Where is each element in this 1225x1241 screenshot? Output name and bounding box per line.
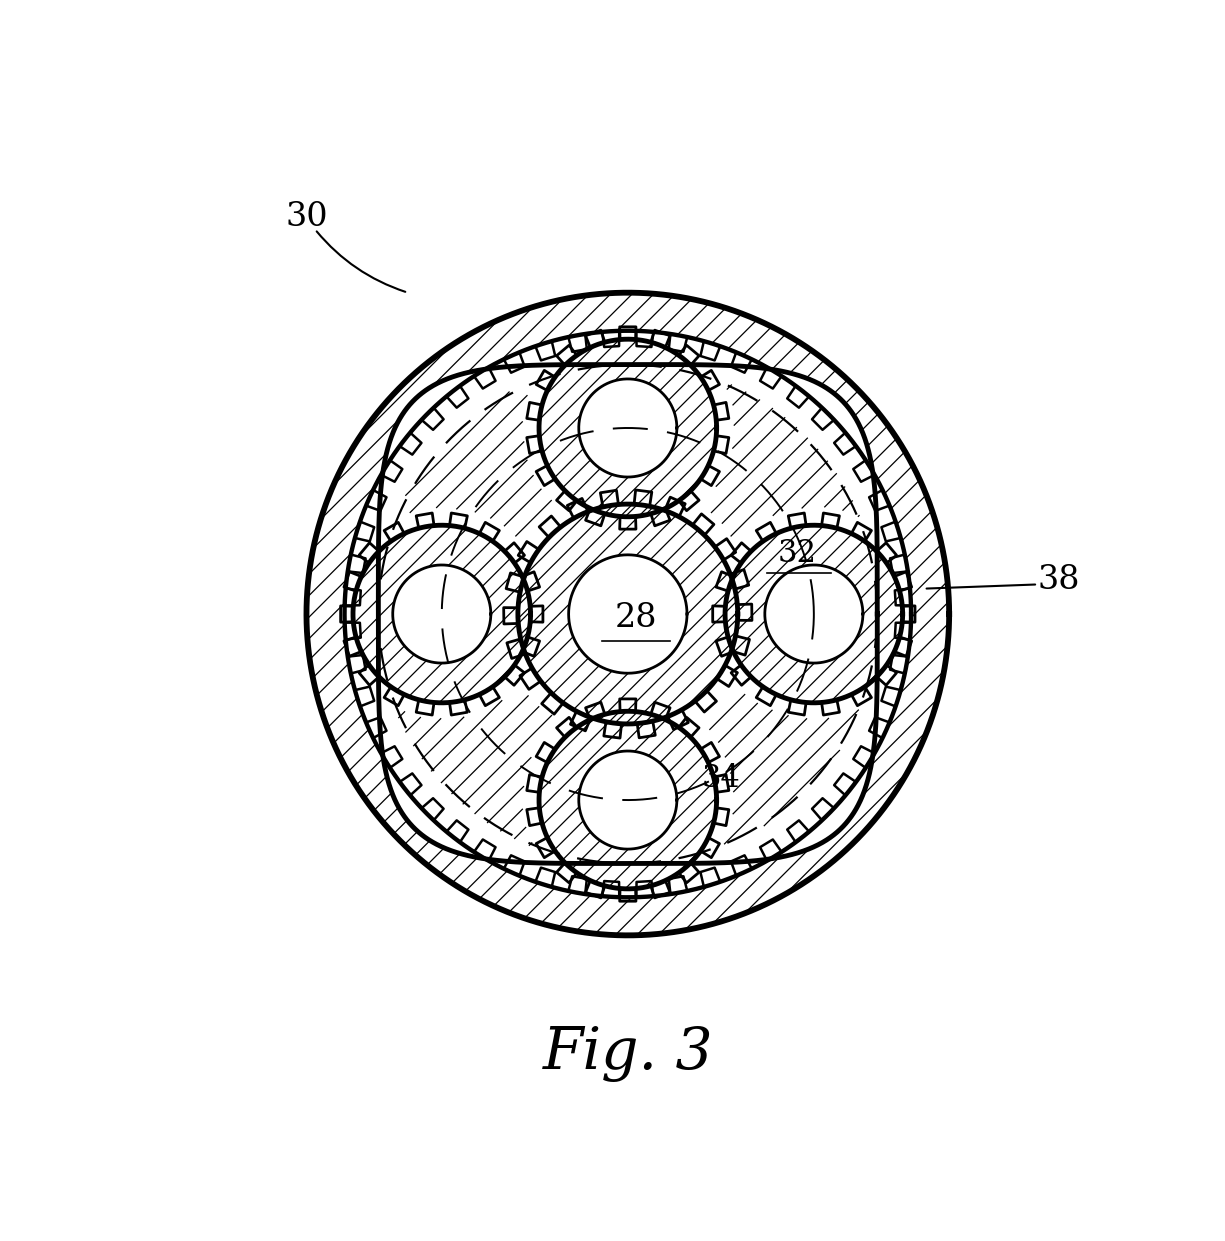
Polygon shape	[379, 365, 877, 864]
Text: 28: 28	[615, 602, 658, 634]
Circle shape	[568, 555, 687, 673]
Text: 32: 32	[778, 537, 816, 568]
Circle shape	[578, 751, 677, 849]
Text: 34: 34	[702, 763, 740, 794]
Circle shape	[539, 339, 717, 516]
Text: Fig. 3: Fig. 3	[543, 1025, 713, 1082]
Circle shape	[578, 379, 677, 477]
Circle shape	[518, 504, 737, 724]
Circle shape	[539, 711, 717, 889]
Text: 38: 38	[1038, 565, 1080, 596]
Circle shape	[306, 293, 949, 936]
Circle shape	[353, 525, 530, 702]
Circle shape	[725, 525, 903, 702]
Text: 30: 30	[285, 201, 328, 232]
Circle shape	[393, 565, 491, 663]
Circle shape	[764, 565, 862, 663]
